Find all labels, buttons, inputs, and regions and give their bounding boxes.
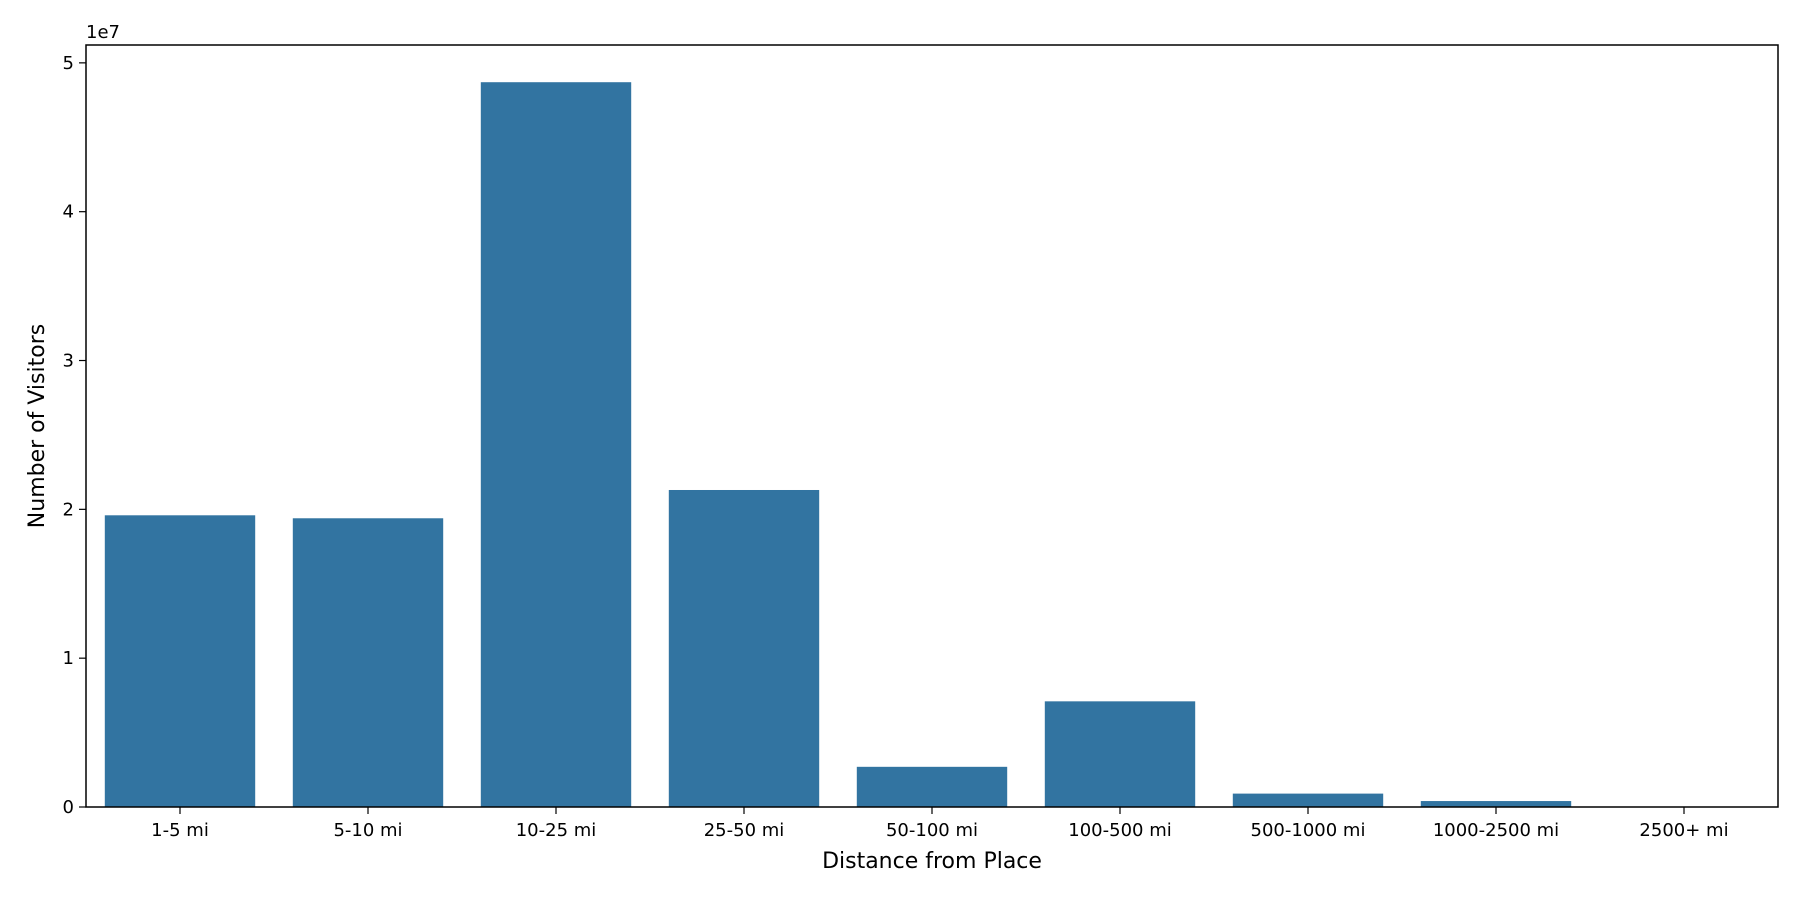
x-tick-label: 50-100 mi bbox=[886, 820, 978, 841]
y-axis-label: Number of Visitors bbox=[25, 324, 50, 528]
y-tick-label: 1 bbox=[63, 648, 74, 669]
y-tick-label: 5 bbox=[63, 53, 74, 74]
bar-10-25-mi bbox=[480, 82, 632, 807]
x-tick-label: 2500+ mi bbox=[1639, 820, 1728, 841]
x-axis-ticks: 1-5 mi 5-10 mi 10-25 mi 25-50 mi 50-100 mi 10… bbox=[151, 807, 1729, 841]
x-tick-label: 5-10 mi bbox=[333, 820, 402, 841]
x-tick-label: 25-50 mi bbox=[704, 820, 785, 841]
bar-100-500-mi bbox=[1044, 701, 1196, 807]
y-offset-label: 1e7 bbox=[86, 22, 120, 43]
y-tick-label: 4 bbox=[63, 202, 74, 223]
bar-25-50-mi bbox=[668, 489, 820, 807]
x-axis-label: Distance from Place bbox=[822, 849, 1042, 874]
x-tick-label: 100-500 mi bbox=[1068, 820, 1171, 841]
x-tick-label: 10-25 mi bbox=[516, 820, 597, 841]
x-tick-label: 1000-2500 mi bbox=[1433, 820, 1559, 841]
bar-500-1000-mi bbox=[1232, 793, 1384, 807]
x-tick-label: 1-5 mi bbox=[151, 820, 209, 841]
bar-1000-2500-mi bbox=[1420, 801, 1572, 807]
y-tick-label: 3 bbox=[63, 351, 74, 372]
y-tick-label: 2 bbox=[63, 499, 74, 520]
y-tick-label: 0 bbox=[63, 797, 74, 818]
y-axis-ticks: 0 1 2 3 4 5 bbox=[63, 53, 86, 818]
bars-group bbox=[104, 82, 1572, 807]
x-tick-label: 500-1000 mi bbox=[1251, 820, 1366, 841]
bar-5-10-mi bbox=[292, 518, 444, 807]
bar-1-5-mi bbox=[104, 515, 256, 807]
bar-50-100-mi bbox=[856, 766, 1008, 807]
